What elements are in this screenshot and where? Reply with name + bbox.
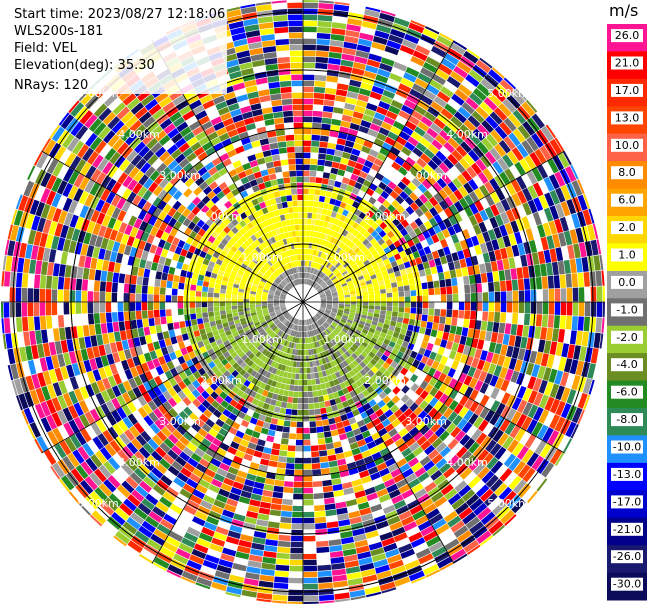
colorbar-tick-bg [611, 550, 643, 564]
colorbar-tick-bg [611, 29, 643, 43]
azimuth-spoke [302, 150, 565, 303]
colorbar-tick-label: 10.0 [615, 139, 640, 152]
colorbar-tick-bg [611, 56, 643, 70]
range-label: 1.00km [241, 333, 283, 346]
colorbar-tick-label: -4.0 [616, 358, 637, 371]
range-label: 4.00km [118, 456, 160, 469]
scan-info: Start time: 2023/08/27 12:18:06 WLS200s-… [12, 6, 228, 94]
colorbar-tick-label: -8.0 [616, 413, 637, 426]
range-label: 3.00km [159, 169, 201, 182]
azimuth-spoke [41, 301, 304, 454]
colorbar-tick-label: -30.0 [613, 578, 641, 591]
colorbar-tick-label: 2.0 [618, 221, 636, 234]
colorbar-tick-label: -10.0 [613, 441, 641, 454]
range-labels: 1.00km 1.00km 1.00km 1.00km 2.00km 2.00km 2.00… [77, 87, 529, 510]
colorbar-tick-label: -6.0 [616, 386, 637, 399]
colorbar-tick-bg [611, 275, 643, 289]
range-label: 5.00km [77, 497, 119, 510]
colorbar-tick-bg [611, 522, 643, 536]
colorbar-tick-bg [611, 111, 643, 125]
azimuth-spoke [302, 40, 455, 303]
site-name: WLS200s-181 [14, 24, 104, 39]
azimuth-spoke [302, 301, 455, 564]
range-label: 2.00km [364, 374, 406, 387]
colorbar-tick-bg [611, 193, 643, 207]
colorbar-tick-label: -17.0 [613, 495, 641, 508]
colorbar-tick-bg [611, 330, 643, 344]
range-label: 4.00km [118, 128, 160, 141]
colorbar-tick-label: 13.0 [615, 111, 640, 124]
range-label: 5.00km [487, 87, 529, 100]
range-label: 1.00km [241, 251, 283, 264]
range-label: 4.00km [446, 456, 488, 469]
colorbar-tick-label: -21.0 [613, 523, 641, 536]
range-label: 3.00km [405, 415, 447, 428]
nrays: NRays: 120 [14, 78, 89, 93]
colorbar-tick-bg [611, 83, 643, 97]
azimuth-spoke [41, 150, 304, 303]
elevation: Elevation(deg): 35.30 [14, 58, 155, 73]
range-label: 1.00km [323, 251, 365, 264]
azimuth-spokes [1, 0, 605, 604]
range-label: 2.00km [200, 210, 242, 223]
colorbar-tick-label: -1.0 [616, 303, 637, 316]
range-label: 2.00km [200, 374, 242, 387]
colorbar-tick-label: -26.0 [613, 550, 641, 563]
colorbar-tick-bg [611, 303, 643, 317]
range-label: 3.00km [405, 169, 447, 182]
colorbar-tick-label: 6.0 [618, 194, 636, 207]
colorbar-unit: m/s [609, 1, 639, 20]
colorbar-tick-bg [611, 138, 643, 152]
colorbar-tick-label: 21.0 [615, 57, 640, 70]
range-label: 3.00km [159, 415, 201, 428]
colorbar-tick-bg [611, 440, 643, 454]
colorbar-tick-label: 1.0 [618, 249, 636, 262]
colorbar-tick-label: 8.0 [618, 166, 636, 179]
colorbar-tick-bg [611, 413, 643, 427]
colorbar-tick-bg [611, 248, 643, 262]
colorbar-tick-bg [611, 385, 643, 399]
colorbar-tick-label: -13.0 [613, 468, 641, 481]
colorbar-tick-bg [611, 358, 643, 372]
range-label: 5.00km [487, 497, 529, 510]
colorbar-tick-bg [611, 495, 643, 509]
range-label: 2.00km [364, 210, 406, 223]
range-label: 4.00km [446, 128, 488, 141]
azimuth-spoke [151, 301, 304, 564]
colorbar: 26.0 21.0 17.0 13.0 10.0 8.0 6.0 2.0 1.0 0.0 -1.0 -… [607, 24, 647, 601]
field-name: Field: VEL [14, 41, 77, 56]
colorbar-tick-bg [611, 221, 643, 235]
azimuth-spoke [302, 301, 565, 454]
colorbar-tick-label: 0.0 [618, 276, 636, 289]
colorbar-tick-bg [611, 467, 643, 481]
colorbar-tick-label: 26.0 [615, 29, 640, 42]
colorbar-tick-bg [611, 577, 643, 591]
velocity-gates [1, 0, 605, 604]
start-time: Start time: 2023/08/27 12:18:06 [14, 7, 226, 22]
range-label: 1.00km [323, 333, 365, 346]
colorbar-tick-label: -2.0 [616, 331, 637, 344]
colorbar-tick-bg [611, 166, 643, 180]
colorbar-tick-label: 17.0 [615, 84, 640, 97]
